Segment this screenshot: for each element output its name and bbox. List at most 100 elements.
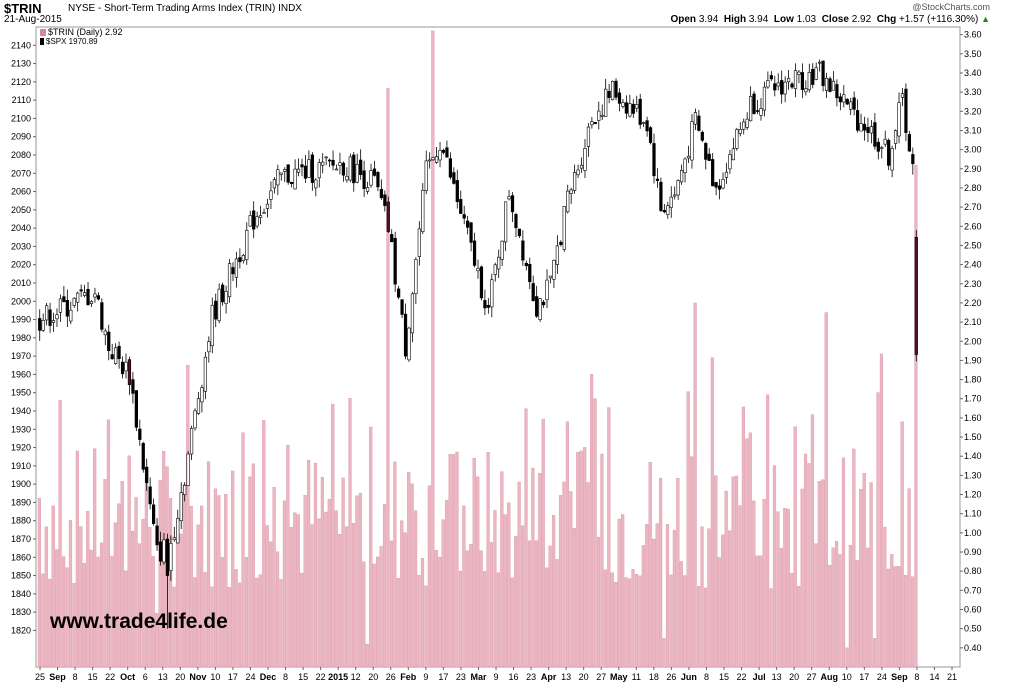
trin-bar bbox=[783, 508, 787, 668]
x-tick-label: 9 bbox=[423, 672, 428, 682]
spx-candle bbox=[45, 305, 49, 321]
x-tick-label: 24 bbox=[877, 672, 887, 682]
spx-candle bbox=[911, 154, 915, 165]
x-tick-label: 17 bbox=[228, 672, 238, 682]
trin-bar bbox=[420, 558, 425, 668]
left-tick-label: 1840 bbox=[11, 589, 31, 599]
left-tick-label: 1870 bbox=[11, 534, 31, 544]
trin-bar bbox=[289, 527, 293, 668]
trin-bar bbox=[707, 528, 711, 668]
spx-candle bbox=[217, 288, 221, 322]
x-tick-label: 25 bbox=[35, 672, 45, 682]
x-tick-label: 24 bbox=[245, 672, 255, 682]
trin-bar bbox=[779, 547, 783, 668]
spx-candle bbox=[162, 539, 166, 563]
trin-bar bbox=[641, 545, 645, 668]
x-tick-label: 2015 bbox=[328, 672, 348, 682]
right-tick-label: 3.10 bbox=[964, 125, 982, 135]
trin-bar bbox=[665, 524, 670, 668]
open-value: 3.94 bbox=[698, 14, 719, 25]
trin-bar bbox=[206, 461, 211, 668]
spx-candle bbox=[890, 148, 894, 171]
right-tick-label: 3.00 bbox=[964, 145, 982, 155]
spx-candle bbox=[880, 147, 884, 149]
trin-bar bbox=[120, 481, 124, 668]
chg-label: Chg bbox=[876, 14, 897, 25]
spx-candle bbox=[86, 288, 90, 306]
spx-candle bbox=[600, 114, 604, 117]
ohlc-readout: Open 3.94 High 3.94 Low 1.03 Close 2.92 … bbox=[670, 14, 990, 25]
spx-candle bbox=[372, 168, 377, 176]
trin-bar bbox=[893, 566, 897, 668]
trin-bar bbox=[514, 535, 518, 668]
spx-candle bbox=[348, 156, 352, 181]
spx-candle bbox=[552, 259, 556, 280]
trin-bar bbox=[579, 450, 583, 668]
spx-candle bbox=[317, 162, 321, 179]
spx-candle bbox=[131, 379, 135, 394]
trin-bar bbox=[527, 540, 532, 668]
up-arrow-icon: ▲ bbox=[981, 14, 990, 24]
trin-bar bbox=[824, 312, 828, 668]
left-tick-label: 2120 bbox=[11, 77, 31, 87]
spx-candle bbox=[41, 320, 45, 331]
right-tick-label: 2.10 bbox=[964, 317, 982, 327]
trin-bar bbox=[772, 465, 777, 668]
spx-candle bbox=[397, 288, 401, 298]
spx-candle bbox=[766, 80, 770, 88]
trin-bar bbox=[44, 526, 48, 668]
right-tick-label: 1.00 bbox=[964, 528, 982, 538]
spx-candle bbox=[838, 96, 842, 103]
trin-bar bbox=[396, 577, 400, 668]
trin-bar bbox=[189, 506, 193, 668]
trin-bar bbox=[369, 426, 373, 668]
spx-candle bbox=[103, 330, 107, 336]
spx-candle bbox=[462, 214, 466, 219]
left-tick-label: 1820 bbox=[11, 625, 31, 635]
trin-bar bbox=[593, 398, 597, 668]
spx-candle bbox=[849, 101, 853, 110]
spx-candle bbox=[814, 67, 818, 80]
spx-candle bbox=[403, 313, 408, 357]
trin-bar bbox=[445, 499, 449, 668]
trin-bar bbox=[627, 578, 632, 668]
spx-candle bbox=[852, 97, 856, 110]
spx-candle bbox=[586, 126, 591, 147]
trin-bar bbox=[614, 582, 618, 668]
spx-candle bbox=[300, 164, 304, 168]
right-tick-label: 1.30 bbox=[964, 470, 982, 480]
spx-candle bbox=[196, 398, 201, 414]
spx-candle bbox=[307, 159, 311, 178]
right-tick-label: 2.60 bbox=[964, 221, 982, 231]
trin-bar bbox=[441, 519, 445, 668]
trin-bar bbox=[182, 484, 186, 668]
right-tick-label: 2.30 bbox=[964, 279, 982, 289]
right-tick-label: 1.20 bbox=[964, 490, 982, 500]
spx-candle bbox=[434, 156, 439, 163]
trin-bar bbox=[807, 463, 811, 668]
spx-candle bbox=[334, 168, 339, 171]
x-tick-label: 15 bbox=[719, 672, 729, 682]
x-tick-label: 13 bbox=[158, 672, 168, 682]
right-tick-label: 0.90 bbox=[964, 547, 982, 557]
spx-candle bbox=[200, 387, 204, 403]
spx-candle bbox=[593, 122, 597, 125]
x-tick-label: Mar bbox=[470, 672, 487, 682]
trin-bar bbox=[200, 505, 204, 668]
trin-bar bbox=[393, 461, 397, 668]
close-value: 2.92 bbox=[851, 14, 872, 25]
x-tick-label: 20 bbox=[579, 672, 589, 682]
trin-swatch-icon bbox=[40, 29, 46, 37]
spx-candle bbox=[424, 160, 428, 191]
spx-candle bbox=[341, 162, 346, 176]
right-tick-label: 3.60 bbox=[964, 30, 982, 40]
trin-bar bbox=[869, 482, 873, 668]
trin-bar bbox=[548, 545, 552, 668]
trin-bar bbox=[493, 510, 497, 668]
trin-bar bbox=[48, 578, 52, 668]
right-tick-label: 0.50 bbox=[964, 624, 982, 634]
trin-bar bbox=[638, 575, 642, 668]
spx-candle bbox=[638, 98, 642, 125]
spx-candle bbox=[724, 171, 729, 178]
trin-bar bbox=[503, 514, 507, 668]
